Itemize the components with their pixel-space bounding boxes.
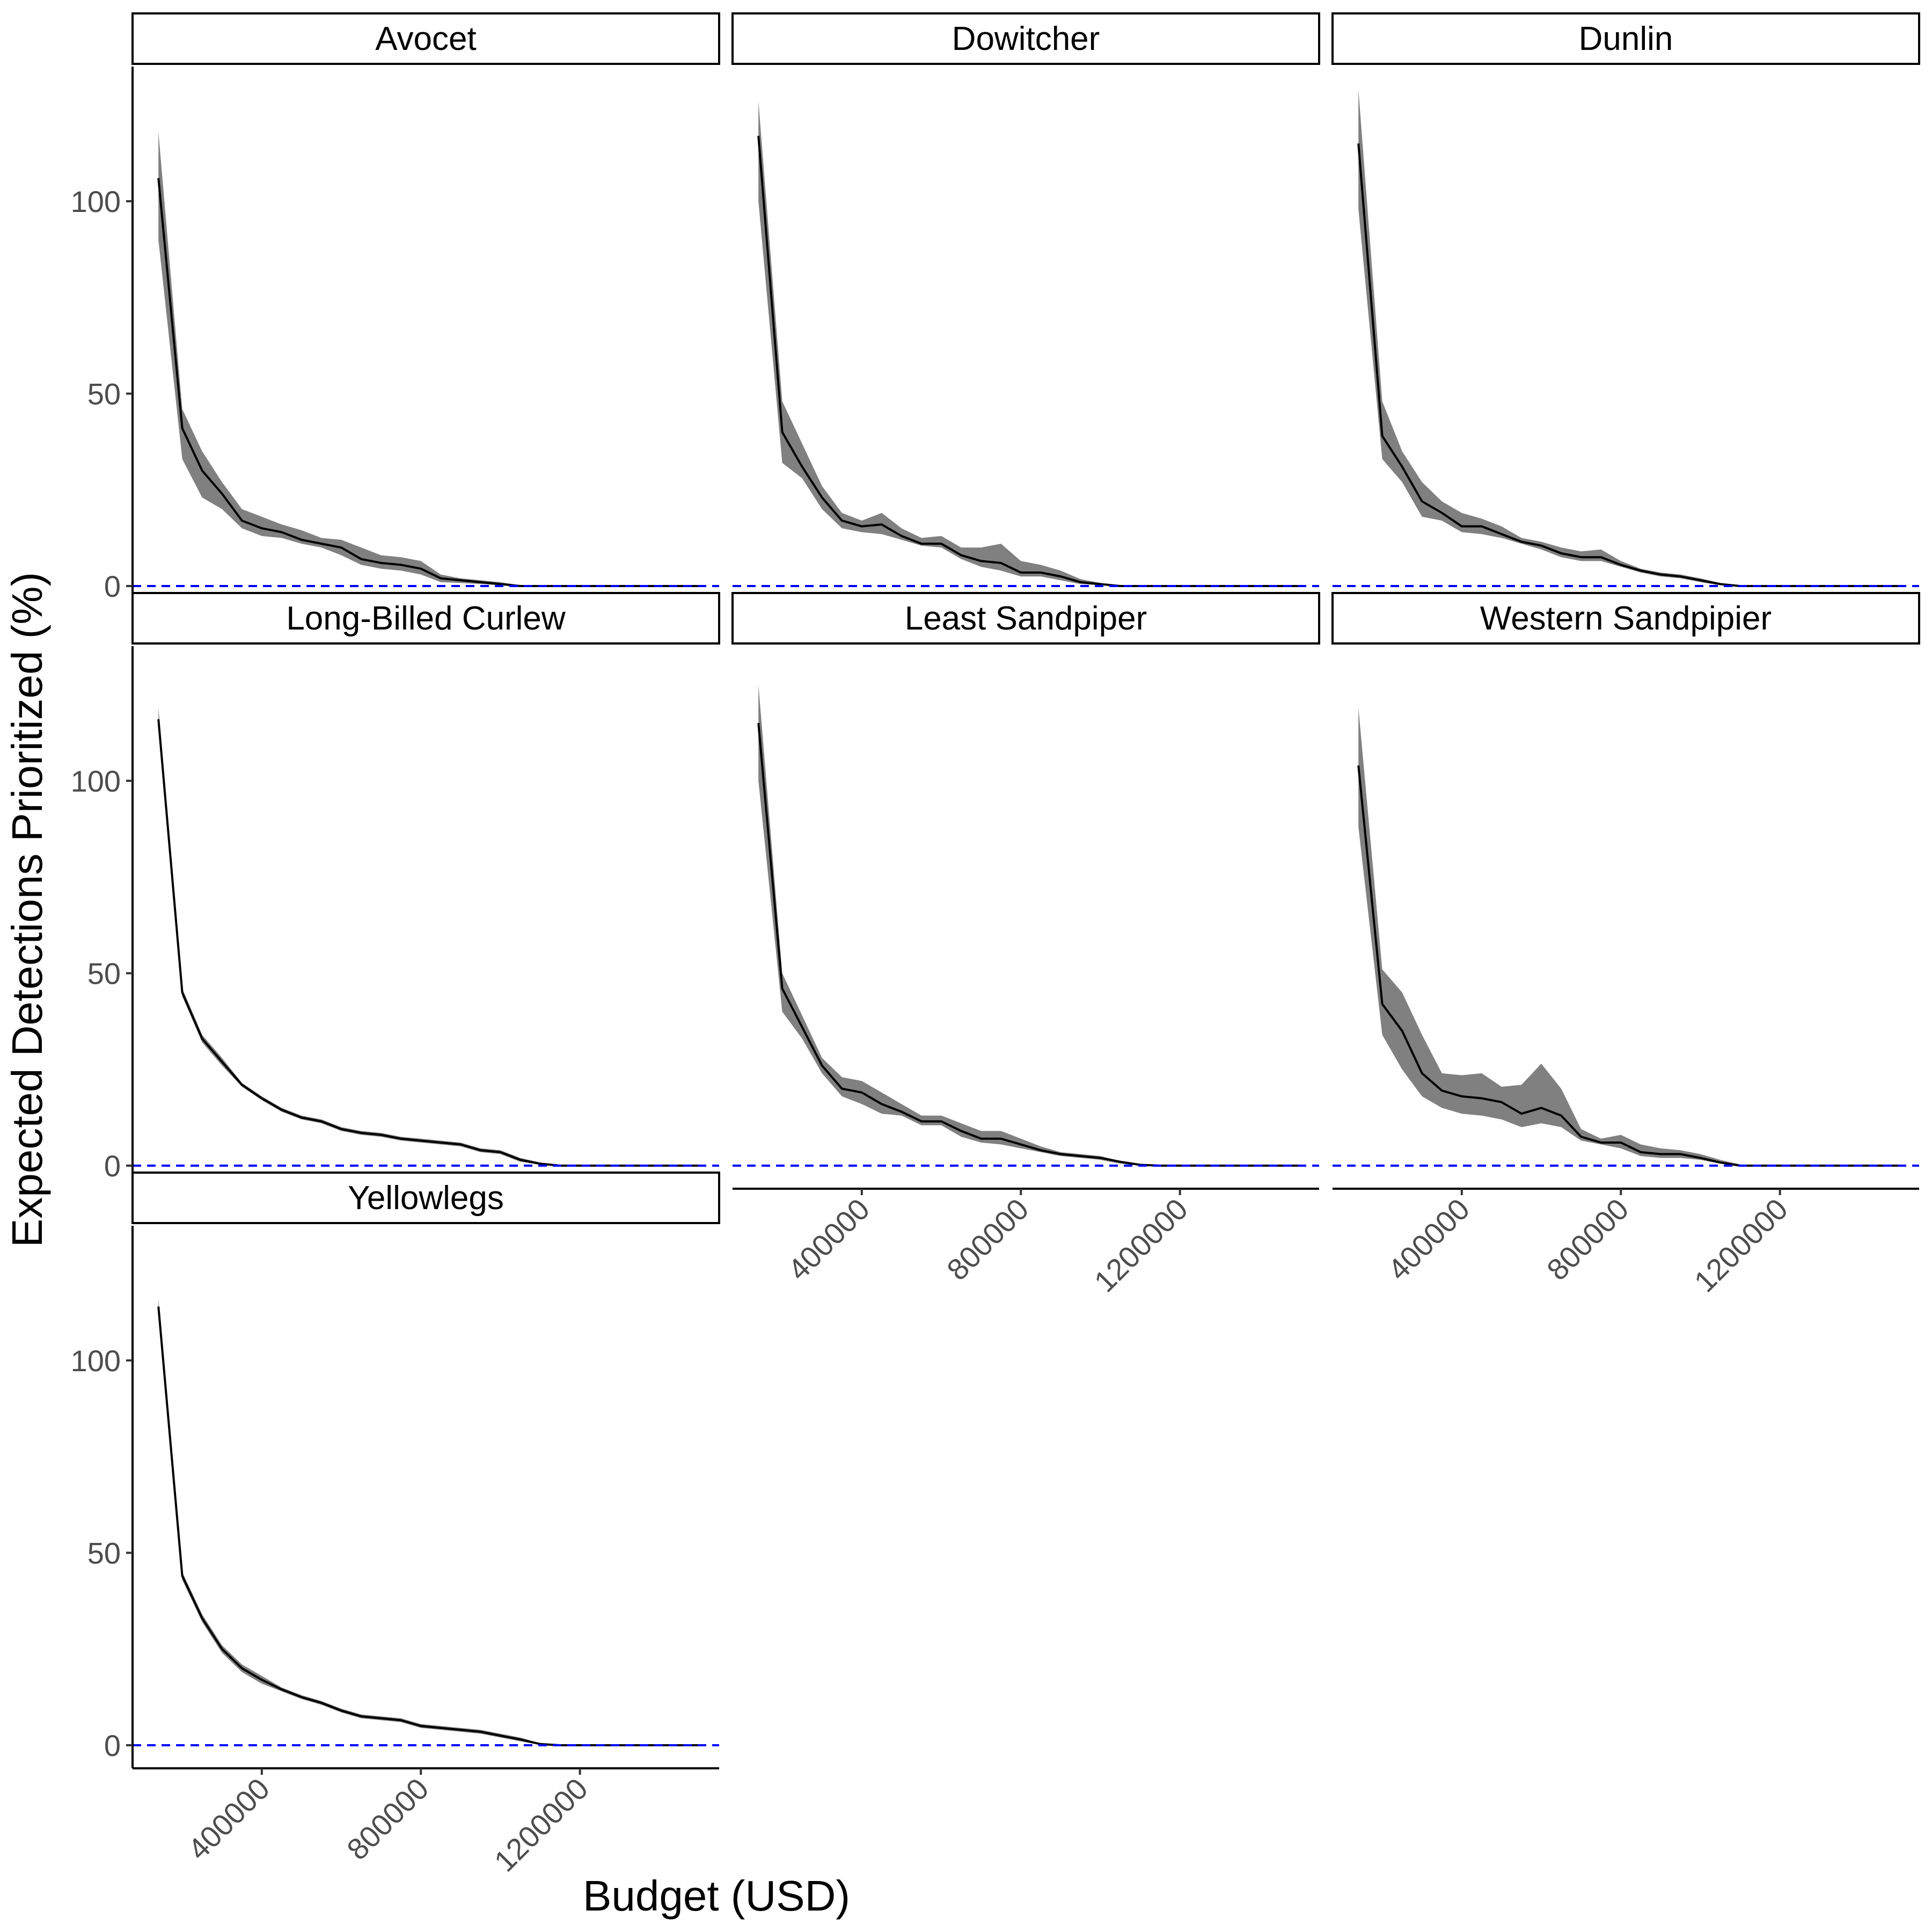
facet-strip xyxy=(1331,592,1920,645)
facet-panel: Long-Billed Curlew 0 50 100 xyxy=(71,592,720,1189)
facet-strip xyxy=(731,592,1320,645)
facet-strip xyxy=(131,12,720,65)
facet-strip xyxy=(1331,12,1920,65)
facet-panel: Least Sandpiper 400000 800000 1200000 xyxy=(731,592,1320,1299)
facet-title: Dowitcher xyxy=(952,20,1100,57)
y-tick-label: 100 xyxy=(71,764,121,798)
y-tick-label: 100 xyxy=(71,185,121,218)
facet-title: Yellowlegs xyxy=(348,1180,504,1217)
facet-panel: Yellowlegs 0 50 100 400000 800000 1200000 xyxy=(71,1172,720,1878)
y-tick-label: 50 xyxy=(87,1536,121,1570)
facet-panel: Dowitcher xyxy=(731,12,1320,587)
x-tick-label: 1200000 xyxy=(1687,1192,1794,1299)
x-tick-label: 400000 xyxy=(1381,1192,1476,1287)
facet-title: Avocet xyxy=(375,20,476,57)
x-tick-label: 1200000 xyxy=(487,1772,594,1878)
y-tick-label: 50 xyxy=(87,956,121,990)
y-tick-label: 0 xyxy=(104,569,121,603)
confidence-ribbon xyxy=(158,707,699,1166)
facet-panel: Dunlin xyxy=(1331,12,1920,587)
facet-strip xyxy=(131,592,720,645)
mean-line xyxy=(757,723,1299,1167)
y-tick-label: 0 xyxy=(104,1729,121,1762)
x-tick-label: 1200000 xyxy=(1087,1192,1194,1299)
facet-title: Dunlin xyxy=(1579,20,1673,57)
y-tick-label: 50 xyxy=(87,377,121,411)
facet-title: Western Sandpipier xyxy=(1480,600,1772,637)
facet-panel: Western Sandpipier 400000 800000 1200000 xyxy=(1331,592,1920,1299)
facet-panel: Avocet 0 50 100 xyxy=(71,12,720,609)
facet-title: Long-Billed Curlew xyxy=(286,600,566,637)
mean-line xyxy=(157,719,699,1167)
confidence-ribbon xyxy=(158,1299,699,1745)
x-tick-label: 800000 xyxy=(1540,1192,1635,1287)
x-tick-label: 400000 xyxy=(781,1192,876,1287)
x-tick-label: 400000 xyxy=(181,1772,276,1867)
facet-strip xyxy=(131,1172,720,1224)
x-tick-label: 800000 xyxy=(940,1192,1035,1287)
confidence-ribbon xyxy=(1358,707,1899,1166)
facet-title: Least Sandpiper xyxy=(905,600,1147,637)
mean-line xyxy=(157,1306,699,1746)
mean-line xyxy=(757,135,1299,587)
facet-panels: Avocet 0 50 100 Dowitcher Dunlin Long-Billed C… xyxy=(71,12,1920,1878)
facet-strip xyxy=(731,12,1320,65)
y-tick-label: 100 xyxy=(71,1344,121,1378)
confidence-ribbon xyxy=(758,684,1299,1166)
confidence-ribbon xyxy=(758,101,1299,586)
x-tick-label: 800000 xyxy=(340,1772,435,1867)
y-tick-label: 0 xyxy=(104,1149,121,1183)
y-axis-title: Expected Detections Prioritized (%) xyxy=(3,572,51,1247)
x-axis-title: Budget (USD) xyxy=(583,1872,850,1920)
